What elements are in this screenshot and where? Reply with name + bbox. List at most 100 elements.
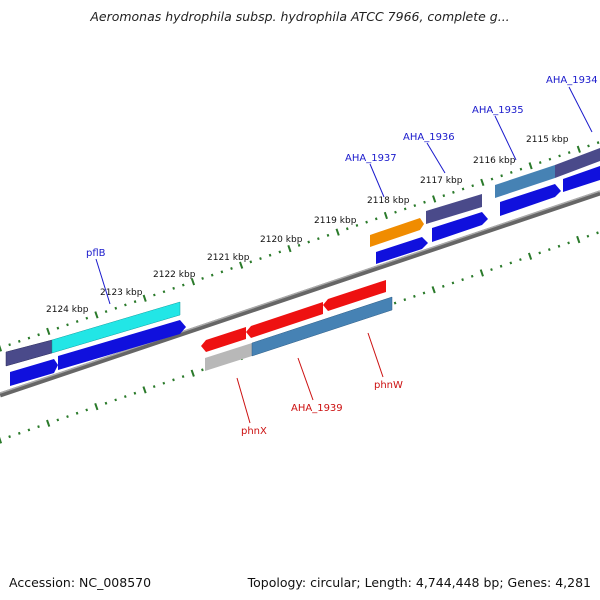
gene-feature[interactable]: [251, 296, 393, 357]
scale-tick: [470, 274, 474, 278]
scale-tick: [37, 425, 40, 429]
scale-tick: [567, 151, 571, 155]
gene-labels-bottom: phnX AHA_1939 phnW: [241, 380, 403, 437]
scale-tick: [17, 431, 21, 435]
scale-tick: [153, 293, 156, 297]
scale-tick: [94, 402, 99, 411]
scale-tick: [461, 278, 464, 282]
scale-tick: [142, 294, 147, 302]
kbp-label: 2117 kbp: [420, 176, 463, 186]
scale-tick: [413, 204, 417, 208]
gene-feature[interactable]: [426, 194, 482, 224]
scale-tick: [133, 391, 137, 395]
scale-tick: [85, 408, 89, 412]
scale-tick: [181, 283, 185, 287]
scale-tick: [124, 303, 127, 307]
scale-tick: [461, 187, 465, 191]
kbp-label: 2124 kbp: [46, 305, 89, 315]
scale-tick: [527, 252, 533, 260]
scale-tick: [307, 240, 311, 244]
kbp-label: 2121 kbp: [207, 253, 250, 263]
scale-tick: [576, 235, 581, 244]
gene-feature[interactable]: [376, 237, 428, 264]
scale-tick: [586, 234, 590, 238]
scale-tick: [403, 298, 407, 302]
gene-feature[interactable]: [563, 166, 600, 192]
gene-feature[interactable]: [500, 184, 561, 216]
scale-tick: [431, 286, 436, 294]
scale-tick: [8, 435, 11, 439]
scale-tick: [162, 381, 166, 385]
gene-label: AHA_1937: [345, 153, 397, 164]
kbp-label: 2116 kbp: [473, 156, 516, 166]
scale-tick: [393, 301, 397, 305]
scale-tick: [123, 395, 127, 399]
scale-tick: [335, 228, 340, 236]
scale-tick: [345, 227, 349, 231]
gene-feature[interactable]: [370, 218, 424, 247]
gene-feature[interactable]: [555, 148, 600, 178]
gene-feature[interactable]: [51, 301, 181, 354]
scale-tick: [201, 368, 204, 372]
scale-tick: [596, 141, 600, 145]
scale-tick: [538, 161, 542, 164]
scale-tick: [490, 268, 493, 272]
scale-tick: [490, 177, 494, 181]
gene-feature[interactable]: [205, 343, 252, 371]
kbp-label: 2115 kbp: [526, 135, 569, 145]
scale-tick: [587, 144, 590, 148]
scale-tick: [432, 195, 437, 203]
gene-feature[interactable]: [246, 302, 323, 338]
topology-stats-text: Topology: circular; Length: 4,744,448 bp…: [247, 575, 591, 590]
scale-tick: [567, 241, 570, 245]
gene-feature[interactable]: [323, 280, 386, 311]
scale-tick: [441, 284, 445, 288]
scale-tick: [403, 207, 407, 211]
gene-label: AHA_1936: [403, 132, 455, 143]
scale-tick: [499, 264, 503, 268]
scale-tick: [471, 184, 475, 188]
scale-tick: [114, 306, 118, 310]
scale-tick: [557, 244, 561, 248]
gene-label: phnX: [241, 426, 267, 437]
gene-feature[interactable]: [201, 327, 246, 352]
scale-tick: [480, 178, 485, 187]
scale-tick: [220, 270, 224, 274]
gene-feature[interactable]: [495, 165, 555, 198]
scale-tick: [548, 157, 552, 161]
scale-tick: [287, 244, 292, 253]
scale-tick: [297, 243, 301, 247]
scale-tick: [374, 217, 378, 221]
backbone: [0, 190, 600, 398]
gene-feature[interactable]: [58, 320, 186, 370]
scale-tick: [383, 211, 388, 220]
scale-tick: [66, 415, 69, 419]
tick-track-top: [0, 141, 600, 352]
scale-tick: [547, 248, 551, 252]
scale-tick: [278, 250, 282, 254]
scale-tick: [190, 278, 196, 286]
scale-tick: [422, 291, 426, 295]
kbp-label: 2122 kbp: [153, 270, 196, 280]
gene-feature[interactable]: [432, 212, 488, 242]
scale-tick: [75, 411, 79, 415]
scale-tick: [152, 385, 156, 389]
scale-tick: [46, 327, 51, 336]
scale-tick: [56, 418, 60, 422]
scale-tick: [239, 261, 244, 269]
scale-tick: [162, 290, 166, 294]
label-leaders-top: [95, 86, 593, 305]
scale-tick: [230, 267, 233, 270]
kbp-label: 2123 kbp: [100, 288, 143, 298]
scale-tick: [172, 378, 175, 382]
scale-tick: [56, 326, 60, 330]
scale-tick: [0, 344, 3, 352]
scale-tick: [27, 428, 31, 432]
scale-tick: [27, 336, 31, 340]
scale-tick: [394, 210, 397, 214]
scale-tick: [576, 145, 581, 153]
scale-tick: [413, 294, 416, 298]
gene-label: AHA_1935: [472, 105, 524, 116]
gene-feature[interactable]: [10, 359, 58, 386]
gene-label: phnW: [374, 380, 403, 391]
